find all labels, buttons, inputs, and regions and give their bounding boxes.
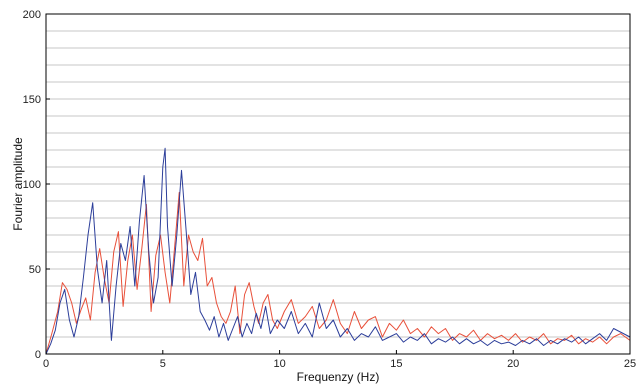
x-axis: 0 5 10 15 20 25 (43, 350, 636, 370)
x-tick-label: 20 (507, 358, 519, 370)
x-tick-label: 10 (273, 358, 285, 370)
grid (46, 30, 630, 338)
x-tick-label: 25 (624, 358, 636, 370)
series-line-2 (45, 147, 631, 355)
x-axis-label: Frequenzy (Hz) (297, 370, 380, 384)
series-group (45, 147, 631, 355)
y-tick-label: 0 (35, 349, 41, 361)
y-tick-label: 50 (29, 264, 41, 276)
x-tick-label: 0 (43, 358, 49, 370)
y-tick-label: 200 (23, 9, 41, 21)
y-tick-label: 150 (23, 94, 41, 106)
x-tick-label: 5 (160, 358, 166, 370)
series-line-1 (45, 192, 631, 355)
y-tick-label: 100 (23, 179, 41, 191)
x-tick-label: 15 (390, 358, 402, 370)
y-axis: 0 50 100 150 200 (23, 9, 50, 361)
y-axis-label: Fourier amplitude (11, 137, 25, 231)
